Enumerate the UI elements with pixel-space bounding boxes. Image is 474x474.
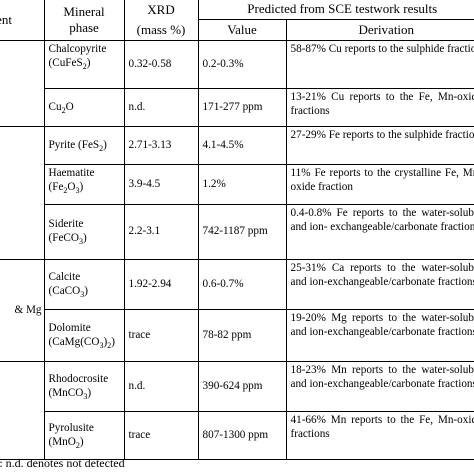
element-column-header: ment	[0, 0, 44, 41]
mineral-cell: Chalcopyrite (CuFeS2)	[43, 40, 124, 89]
xrd-cell: n.d.	[123, 361, 198, 412]
xrd-cell: trace	[123, 309, 198, 362]
value-cell: 0.2-0.3%	[197, 40, 286, 89]
derivation-cell: 0.4-0.8% Fe reports to the water-soluble…	[285, 204, 474, 260]
element-cell-fe	[0, 126, 44, 260]
mineral-phase-column-header: Mineral phase	[43, 0, 124, 41]
mineral-formula: (CaMg(CO3)2)	[48, 335, 115, 350]
xrd-unit-header: (mass %)	[123, 19, 198, 41]
element-cell-cu	[0, 40, 44, 127]
mineral-phase-table: ment Mineral phase XRD Predicted from SC…	[0, 0, 474, 460]
table-footnote: e: n.d. denotes not detected	[0, 456, 125, 470]
value-cell: 4.1-4.5%	[197, 126, 286, 165]
mineral-cell: Pyrite (FeS2)	[43, 126, 124, 165]
xrd-cell: n.d.	[123, 88, 198, 127]
mineral-phase-header-text: Mineral phase	[63, 3, 105, 35]
mineral-name: Haematite	[48, 167, 95, 179]
mineral-cell: Rhodocrosite (MnCO3)	[43, 361, 124, 412]
xrd-cell: trace	[123, 411, 198, 460]
mineral-cell: Calcite (CaCO3)	[43, 259, 124, 310]
derivation-cell: 58-87% Cu reports to the sulphide fracti…	[285, 40, 474, 89]
derivation-cell: 11% Fe reports to the crystalline Fe, Mn…	[285, 164, 474, 205]
derivation-cell: 27-29% Fe reports to the sulphide fracti…	[285, 126, 474, 165]
mineral-cell: Pyrolusite (MnO2)	[43, 411, 124, 460]
value-cell: 390-624 ppm	[197, 361, 286, 412]
value-cell: 742-1187 ppm	[197, 204, 286, 260]
value-cell: 171-277 ppm	[197, 88, 286, 127]
xrd-cell: 3.9-4.5	[123, 164, 198, 205]
value-cell: 0.6-0.7%	[197, 259, 286, 310]
mineral-cell: Cu2O	[43, 88, 124, 127]
value-cell: 807-1300 ppm	[197, 411, 286, 460]
mineral-name: Pyrite (FeS	[48, 138, 100, 151]
value-cell: 1.2%	[197, 164, 286, 205]
derivation-cell: 41-66% Mn reports to the Fe, Mn-oxide fr…	[285, 411, 474, 460]
value-cell: 78-82 ppm	[197, 309, 286, 362]
derivation-cell: 25-31% Ca reports to the water-soluble a…	[285, 259, 474, 310]
xrd-cell: 1.92-2.94	[123, 259, 198, 310]
mineral-formula: (MnCO3)	[48, 386, 92, 401]
mineral-name: Rhodocrosite	[48, 372, 109, 385]
derivation-cell: 18-23% Mn reports to the water-soluble a…	[285, 361, 474, 412]
element-cell-ca-mg: & Mg	[0, 259, 44, 362]
derivation-column-header: Derivation	[285, 19, 474, 41]
mineral-cell: Haematite (Fe2O3)	[43, 164, 124, 205]
mineral-formula: (CuFeS2)	[48, 56, 91, 71]
xrd-cell: 2.2-3.1	[123, 204, 198, 260]
mineral-name: Siderite	[48, 218, 84, 231]
mineral-name: Dolomite	[48, 321, 91, 334]
mineral-formula: (MnO2)	[48, 435, 84, 450]
mineral-name: Pyrolusite	[48, 421, 94, 434]
predicted-group-header: Predicted from SCE testwork results	[197, 0, 474, 20]
mineral-formula: (FeCO3)	[48, 232, 87, 247]
derivation-cell: 13-21% Cu reports to the Fe, Mn-oxide fr…	[285, 88, 474, 127]
mineral-formula: Cu2O	[48, 100, 74, 115]
mineral-formula: (Fe2O3)	[48, 180, 84, 195]
mineral-cell: Dolomite (CaMg(CO3)2)	[43, 309, 124, 362]
xrd-column-header: XRD	[123, 0, 198, 20]
xrd-cell: 0.32-0.58	[123, 40, 198, 89]
mineral-formula: (CaCO3)	[48, 284, 88, 299]
mineral-name: Chalcopyrite	[48, 43, 107, 55]
mineral-cell: Siderite (FeCO3)	[43, 204, 124, 260]
element-cell-mn	[0, 361, 44, 460]
xrd-cell: 2.71-3.13	[123, 126, 198, 165]
value-column-header: Value	[197, 19, 286, 41]
derivation-cell: 19-20% Mg reports to the water-soluble a…	[285, 309, 474, 362]
mineral-name: Calcite	[48, 270, 81, 283]
